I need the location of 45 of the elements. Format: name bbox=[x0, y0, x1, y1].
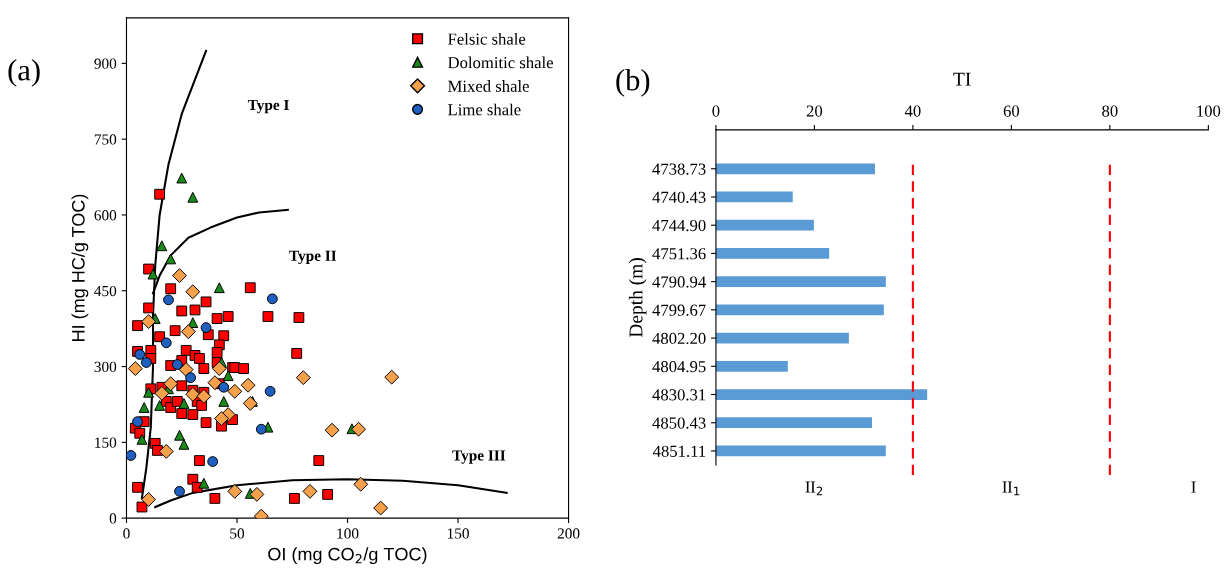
y-tick-label: 450 bbox=[94, 285, 117, 297]
x-axis-title: TI bbox=[953, 72, 971, 86]
y-tick-label: 4790.94 bbox=[652, 276, 706, 288]
y-tick-label: 4799.67 bbox=[652, 304, 706, 316]
x-tick-label: 100 bbox=[337, 528, 359, 539]
legend-label: Mixed shale bbox=[448, 80, 529, 92]
legend-label: Lime shale bbox=[448, 103, 521, 116]
x-tick-label: 200 bbox=[557, 528, 580, 539]
y-tick-label: 4830.31 bbox=[652, 389, 706, 401]
y-tick-label: 0 bbox=[109, 513, 117, 524]
y-tick-label: 4751.36 bbox=[652, 248, 706, 260]
annotation: Type II bbox=[289, 250, 337, 265]
x-tick-label: 100 bbox=[1197, 105, 1221, 117]
annotation: Type I bbox=[247, 99, 289, 114]
y-tick-label: 750 bbox=[94, 134, 117, 145]
x-tick-label: 80 bbox=[1102, 105, 1118, 117]
y-tick-label: 4744.90 bbox=[652, 219, 706, 232]
annotation: Type III bbox=[452, 450, 506, 464]
y-tick-label: 600 bbox=[94, 210, 117, 221]
y-tick-label: 900 bbox=[94, 58, 117, 69]
y-axis-title: HI (mg HC/g TOC) bbox=[71, 194, 89, 341]
chart-title: (b) bbox=[616, 69, 650, 97]
x-tick-label: 50 bbox=[230, 528, 245, 539]
text: I bbox=[1191, 481, 1196, 493]
legend-label: Dolomitic shale bbox=[448, 56, 553, 69]
legend-label: Felsic shale bbox=[448, 32, 526, 45]
y-tick-label: 4738.73 bbox=[652, 163, 706, 175]
y-tick-label: 300 bbox=[94, 361, 117, 372]
y-tick-label: 4740.43 bbox=[652, 191, 706, 203]
x-tick-label: 40 bbox=[904, 105, 921, 117]
y-tick-label: 150 bbox=[95, 437, 117, 448]
x-tick-label: 0 bbox=[123, 528, 130, 539]
y-tick-label: 4851.11 bbox=[652, 445, 706, 457]
y-axis-title: Depth (m) bbox=[628, 258, 647, 338]
x-tick-label: 150 bbox=[447, 528, 469, 539]
x-tick-label: 20 bbox=[806, 105, 823, 117]
text: II$_{2}$ bbox=[805, 481, 823, 496]
y-tick-label: 4850.43 bbox=[652, 417, 706, 429]
text: (a) bbox=[8, 59, 40, 87]
y-tick-label: 4802.20 bbox=[652, 332, 706, 345]
x-tick-label: 60 bbox=[1003, 105, 1020, 117]
text: II$_{1}$ bbox=[1002, 481, 1020, 496]
x-axis-title: OI (mg CO$_{2}$/g TOC) bbox=[268, 547, 427, 565]
x-tick-label: 0 bbox=[712, 105, 720, 117]
y-tick-label: 4804.95 bbox=[652, 361, 706, 373]
